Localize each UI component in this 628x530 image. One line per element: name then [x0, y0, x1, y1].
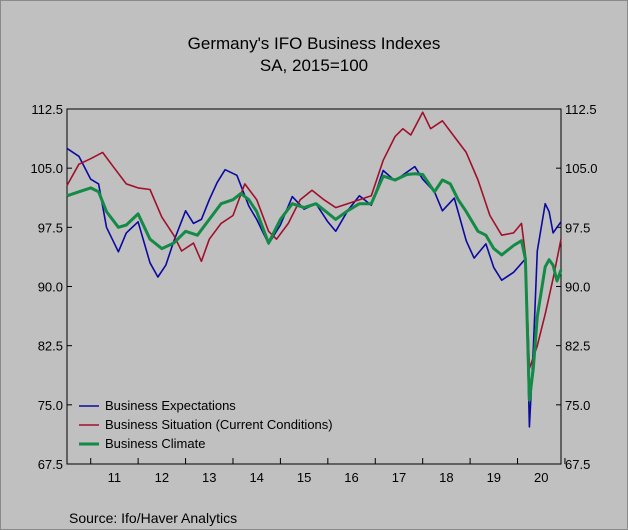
y-tick-label-left: 67.5 — [38, 457, 63, 472]
y-tick-label-left: 97.5 — [38, 220, 63, 235]
y-tick-label-left: 105.0 — [30, 161, 63, 176]
y-tick-label-left: 90.0 — [38, 280, 63, 295]
series-lines — [66, 111, 563, 428]
y-tick-label-right: 97.5 — [565, 220, 590, 235]
x-tick-label: 16 — [344, 470, 358, 485]
chart-title: Germany's IFO Business Indexes — [188, 34, 441, 53]
y-tick-label-right: 112.5 — [565, 102, 597, 117]
source-note: Source: Ifo/Haver Analytics — [69, 510, 237, 526]
x-tick-label: 20 — [534, 470, 548, 485]
y-tick-label-left: 75.0 — [38, 398, 63, 413]
legend-label: Business Situation (Current Conditions) — [105, 417, 333, 432]
x-tick-label: 19 — [487, 470, 501, 485]
series-line-2 — [66, 111, 562, 370]
x-tick-label: 15 — [297, 470, 311, 485]
chart-subtitle: SA, 2015=100 — [260, 56, 368, 75]
y-tick-label-right: 82.5 — [565, 339, 590, 354]
y-tick-label-right: 75.0 — [565, 398, 590, 413]
x-tick-label: 13 — [202, 470, 216, 485]
y-tick-label-right: 105.0 — [565, 161, 598, 176]
y-tick-label-left: 112.5 — [31, 102, 63, 117]
x-tick-label: 17 — [392, 470, 406, 485]
x-tick-label: 14 — [249, 470, 263, 485]
legend: Business Expectations Business Situation … — [79, 398, 333, 451]
x-tick-label: 18 — [439, 470, 453, 485]
y-axis-ticks: 112.5 112.5 105.0 105.0 97.5 97.5 90.0 90.0 82.5… — [30, 102, 597, 472]
series-line-1 — [66, 147, 562, 428]
y-tick-label-right: 90.0 — [565, 280, 590, 295]
x-tick-label: 11 — [108, 470, 122, 485]
y-tick-label-right: 67.5 — [565, 457, 590, 472]
legend-label: Business Expectations — [105, 398, 236, 413]
x-tick-label: 12 — [155, 470, 169, 485]
x-axis-ticks: 11 12 13 14 15 16 17 18 19 20 — [90, 458, 566, 485]
series-line-3 — [66, 172, 563, 402]
legend-label: Business Climate — [105, 436, 205, 451]
y-tick-label-left: 82.5 — [38, 339, 63, 354]
